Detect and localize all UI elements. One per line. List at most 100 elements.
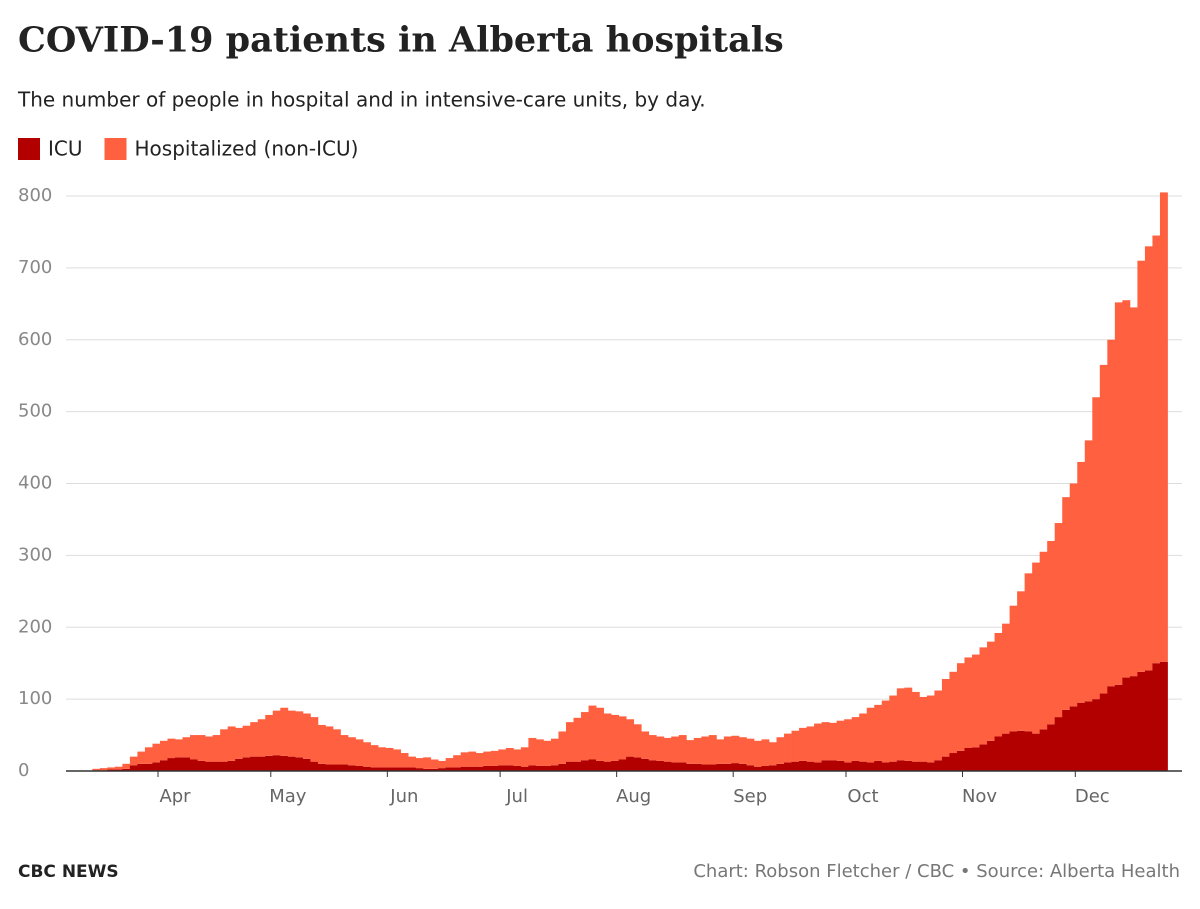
bar-segment xyxy=(1024,573,1033,732)
x-tick-label: Oct xyxy=(847,786,878,807)
bar-segment xyxy=(415,768,424,771)
bar-segment xyxy=(129,756,138,766)
bar-segment xyxy=(603,761,612,771)
bar-segment xyxy=(250,722,259,757)
bar-segment xyxy=(1047,541,1056,725)
bar-segment xyxy=(475,766,484,771)
bar-segment xyxy=(242,757,251,771)
bar-segment xyxy=(475,753,484,767)
bar-segment xyxy=(287,756,296,771)
bar-segment xyxy=(362,766,371,771)
bar-segment xyxy=(295,757,304,771)
bar-segment xyxy=(430,759,439,769)
bar-segment xyxy=(1069,483,1078,707)
bar-segment xyxy=(280,707,289,756)
bar-segment xyxy=(1032,562,1041,734)
bar-segment xyxy=(378,747,386,768)
bar-segment xyxy=(866,762,875,771)
bar-segment xyxy=(671,762,680,771)
bar-segment xyxy=(490,750,499,766)
bar-segment xyxy=(1137,671,1146,771)
bar-segment xyxy=(753,740,762,767)
bar-segment xyxy=(971,747,980,771)
bar-segment xyxy=(565,761,574,771)
bar-segment xyxy=(934,690,943,761)
bar-segment xyxy=(468,766,477,771)
bar-segment xyxy=(302,713,311,759)
bar-segment xyxy=(768,742,777,766)
bar-segment xyxy=(896,760,905,771)
bar-segment xyxy=(159,760,168,771)
bar-segment xyxy=(438,768,447,771)
bar-segment xyxy=(483,751,492,766)
bar-segment xyxy=(904,760,913,771)
bar-segment xyxy=(212,735,221,762)
bar-segment xyxy=(355,765,364,771)
bar-segment xyxy=(272,710,281,756)
bar-segment xyxy=(190,735,198,760)
bar-segment xyxy=(633,724,642,758)
bar-segment xyxy=(550,738,559,766)
x-tick-label: May xyxy=(269,786,307,807)
bar-segment xyxy=(197,735,206,761)
y-tick-label: 400 xyxy=(18,473,52,494)
bar-segment xyxy=(1017,730,1026,771)
bar-segment xyxy=(287,710,296,757)
bar-segment xyxy=(648,735,657,761)
bar-segment xyxy=(1032,733,1041,771)
bar-segment xyxy=(851,717,860,761)
bar-segment xyxy=(949,671,958,754)
x-tick-label: Dec xyxy=(1075,786,1110,807)
bar-segment xyxy=(408,756,417,768)
bar-segment xyxy=(220,729,229,762)
bar-segment xyxy=(520,766,529,771)
bar-segment xyxy=(513,765,522,771)
bar-segment xyxy=(535,765,544,771)
bar-segment xyxy=(881,700,890,763)
bar-segment xyxy=(265,755,274,771)
bar-segment xyxy=(393,749,401,768)
x-tick-label: Sep xyxy=(733,786,767,807)
bar-segment xyxy=(791,761,800,771)
bar-segment xyxy=(889,761,898,771)
bar-segment xyxy=(1099,364,1108,694)
chart-subtitle: The number of people in hospital and in … xyxy=(17,88,706,112)
bar-segment xyxy=(558,763,567,771)
bar-segment xyxy=(866,707,875,763)
bar-segment xyxy=(423,768,432,771)
bar-segment xyxy=(370,745,379,768)
bar-segment xyxy=(242,725,251,758)
bar-segment xyxy=(581,760,589,771)
bar-segment xyxy=(235,758,244,771)
bar-segment xyxy=(1054,523,1063,718)
bar-segment xyxy=(911,691,920,762)
y-tick-label: 300 xyxy=(18,544,52,565)
bar-segment xyxy=(1077,461,1086,703)
bar-segment xyxy=(829,760,838,771)
bar-segment xyxy=(919,761,928,771)
x-tick-label: Aug xyxy=(616,786,651,807)
bar-segment xyxy=(114,766,123,770)
bar-segment xyxy=(325,726,334,765)
bar-segment xyxy=(633,757,642,771)
y-tick-label: 500 xyxy=(18,401,52,422)
bar-segment xyxy=(701,736,710,765)
bar-segment xyxy=(212,761,221,771)
bar-segment xyxy=(1122,300,1131,678)
bar-segment xyxy=(784,762,792,771)
bar-segment xyxy=(964,748,973,771)
bar-segment xyxy=(317,763,326,771)
bar-segment xyxy=(971,654,980,748)
bar-segment xyxy=(1099,693,1108,771)
bar-segment xyxy=(588,759,597,771)
bar-segment xyxy=(686,763,695,771)
bar-segment xyxy=(505,765,514,771)
bar-segment xyxy=(227,760,236,771)
bar-segment xyxy=(1047,724,1056,771)
bar-segment xyxy=(663,761,672,771)
bar-segment xyxy=(731,735,740,764)
bar-segment xyxy=(182,757,191,771)
bar-segment xyxy=(716,763,725,771)
bar-segment xyxy=(821,722,830,761)
